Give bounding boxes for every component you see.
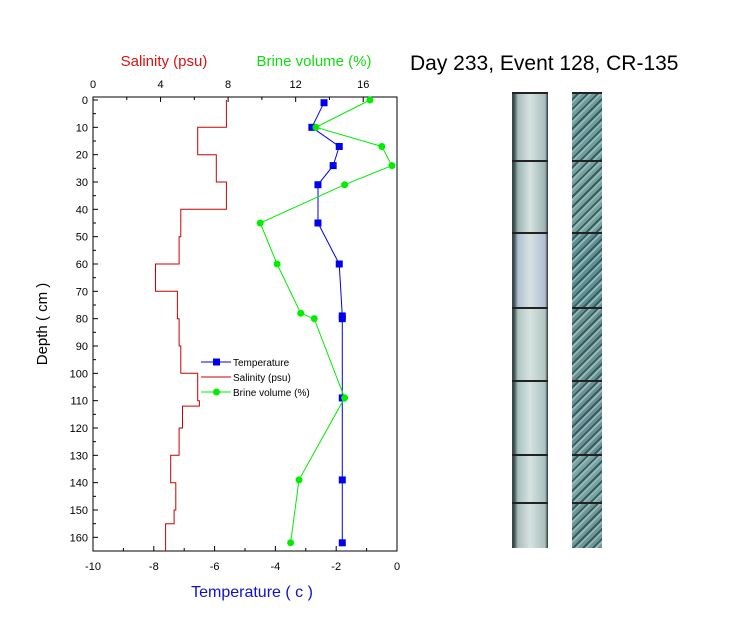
brine-volume-axis-label: Brine volume (%): [256, 53, 371, 70]
plot-frame: [92, 96, 398, 552]
ice-core-thin-section: [572, 92, 602, 548]
core-segment: [572, 502, 602, 548]
brine-volume-point: [312, 123, 320, 131]
legend-marker: [213, 358, 220, 366]
x-top-tick-label: 8: [225, 79, 231, 91]
y-tick-label: 130: [70, 450, 88, 462]
temperature-point: [308, 123, 316, 131]
y-axis-label: Depth ( cm ): [34, 283, 51, 366]
x-top-tick-label: 12: [290, 79, 302, 91]
brine-volume-point: [341, 181, 349, 189]
y-tick-label: 50: [76, 232, 88, 244]
y-tick-label: 20: [76, 150, 88, 162]
temperature-point: [338, 315, 346, 323]
brine-volume-point: [295, 476, 303, 484]
brine-volume-point: [366, 96, 374, 104]
brine-volume-point: [388, 162, 396, 170]
y-tick-label: 100: [70, 368, 88, 380]
legend-label: Temperature: [233, 358, 290, 369]
brine-volume-point: [273, 260, 281, 268]
legend-label: Salinity (psu): [233, 373, 291, 384]
temperature-point: [314, 219, 322, 227]
x-bottom-tick-label: -4: [271, 561, 281, 573]
core-segment: [512, 92, 548, 160]
y-tick-label: 10: [76, 122, 88, 134]
temperature-point: [338, 539, 346, 547]
core-segment: [512, 307, 548, 380]
core-segment: [572, 454, 602, 502]
temperature-point: [329, 162, 337, 170]
core-segment: [572, 92, 602, 160]
brine-volume-point: [378, 142, 386, 150]
brine-volume-line: [259, 99, 393, 543]
y-tick-label: 70: [76, 286, 88, 298]
y-tick-label: 60: [76, 259, 88, 271]
x-top-tick-label: 4: [157, 79, 163, 91]
x-bottom-tick-label: -10: [85, 561, 101, 573]
salinity-axis-label: Salinity (psu): [121, 53, 208, 70]
core-segment: [572, 380, 602, 454]
x-bottom-tick-label: -6: [210, 561, 220, 573]
core-segment: [572, 307, 602, 380]
temperature-point: [335, 142, 343, 150]
temperature-point: [338, 476, 346, 484]
brine-volume-point: [341, 394, 349, 402]
temperature-line: [311, 102, 343, 543]
x-bottom-axis-label: Temperature ( c ): [191, 584, 313, 601]
y-tick-label: 80: [76, 314, 88, 326]
x-top-tick-label: 16: [357, 79, 369, 91]
brine-volume-point: [287, 539, 295, 547]
y-tick-label: 140: [70, 478, 88, 490]
y-tick-label: 0: [82, 95, 88, 107]
y-tick-label: 160: [70, 532, 88, 544]
brine-volume-point: [310, 315, 318, 323]
core-segment: [512, 380, 548, 454]
x-bottom-tick-label: 0: [394, 561, 400, 573]
x-top-tick-label: 0: [90, 79, 96, 91]
y-tick-label: 120: [70, 423, 88, 435]
core-segment: [512, 160, 548, 232]
x-bottom-tick-label: -2: [331, 561, 341, 573]
core-segment: [572, 232, 602, 307]
brine-volume-point: [297, 309, 305, 317]
temperature-point: [320, 99, 328, 107]
temperature-point: [314, 181, 322, 189]
y-tick-label: 30: [76, 177, 88, 189]
temperature-point: [335, 260, 343, 268]
y-tick-label: 90: [76, 341, 88, 353]
y-tick-label: 110: [70, 396, 88, 408]
brine-volume-point: [256, 219, 264, 227]
core-segment: [572, 160, 602, 232]
core-segment: [512, 502, 548, 548]
legend-label: Brine volume (%): [233, 388, 310, 399]
y-tick-label: 40: [76, 204, 88, 216]
core-segment: [512, 232, 548, 307]
y-tick-label: 150: [70, 505, 88, 517]
chart-title: Day 233, Event 128, CR-135: [410, 52, 679, 75]
core-segment: [512, 454, 548, 502]
ice-core-photo: [512, 92, 548, 548]
legend-marker: [213, 388, 220, 396]
x-bottom-tick-label: -8: [149, 561, 159, 573]
salinity-psu-line: [155, 100, 227, 551]
